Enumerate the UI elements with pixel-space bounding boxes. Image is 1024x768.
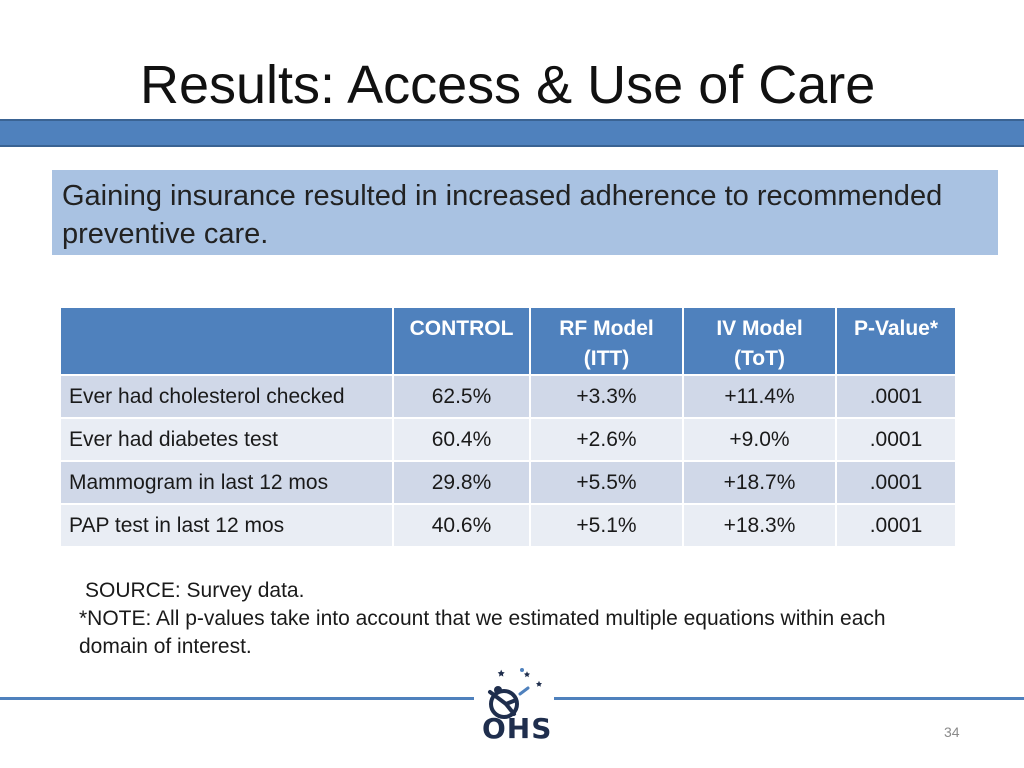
ohs-logo-icon xyxy=(488,668,542,719)
table-row: Ever had diabetes test 60.4% +2.6% +9.0%… xyxy=(59,417,957,462)
page-number: 34 xyxy=(944,724,960,740)
row-label: Mammogram in last 12 mos xyxy=(59,460,394,505)
row-label: Ever had cholesterol checked xyxy=(59,374,394,419)
row-label: PAP test in last 12 mos xyxy=(59,503,394,548)
p-value-note: *NOTE: All p-values take into account th… xyxy=(79,607,886,658)
footer-divider-right xyxy=(554,697,1024,700)
iv-model-value: +18.3% xyxy=(682,503,837,548)
footer-divider-left xyxy=(0,697,474,700)
table-row: Ever had cholesterol checked 62.5% +3.3%… xyxy=(59,374,957,419)
iv-model-value: +18.7% xyxy=(682,460,837,505)
iv-model-value: +11.4% xyxy=(682,374,837,419)
header-cell-rf-model: RF Model (ITT) xyxy=(529,306,684,376)
results-table: CONTROL RF Model (ITT) IV Model (ToT) P-Va… xyxy=(59,306,957,548)
slide-title: Results: Access & Use of Care xyxy=(140,55,876,115)
p-value: .0001 xyxy=(835,374,957,419)
header-cell-iv-model: IV Model (ToT) xyxy=(682,306,837,376)
title-underline-bar xyxy=(0,119,1024,147)
header-cell-p-value: P-Value* xyxy=(835,306,957,376)
ohs-logo-text: OHS xyxy=(482,712,553,745)
header-cell-blank xyxy=(59,306,394,376)
iv-model-value: +9.0% xyxy=(682,417,837,462)
source-note: SOURCE: Survey data. xyxy=(85,579,305,602)
table-row: Mammogram in last 12 mos 29.8% +5.5% +18… xyxy=(59,460,957,505)
rf-model-value: +5.5% xyxy=(529,460,684,505)
control-value: 29.8% xyxy=(392,460,531,505)
control-value: 40.6% xyxy=(392,503,531,548)
rf-model-value: +5.1% xyxy=(529,503,684,548)
p-value: .0001 xyxy=(835,460,957,505)
p-value: .0001 xyxy=(835,503,957,548)
p-value: .0001 xyxy=(835,417,957,462)
row-label: Ever had diabetes test xyxy=(59,417,394,462)
rf-model-value: +2.6% xyxy=(529,417,684,462)
table-header-row: CONTROL RF Model (ITT) IV Model (ToT) P-Va… xyxy=(59,306,957,376)
table-row: PAP test in last 12 mos 40.6% +5.1% +18.… xyxy=(59,503,957,548)
control-value: 60.4% xyxy=(392,417,531,462)
key-finding-callout: Gaining insurance resulted in increased … xyxy=(52,170,998,255)
table-notes: SOURCE: Survey data. *NOTE: All p-values… xyxy=(79,577,959,661)
control-value: 62.5% xyxy=(392,374,531,419)
header-cell-control: CONTROL xyxy=(392,306,531,376)
rf-model-value: +3.3% xyxy=(529,374,684,419)
